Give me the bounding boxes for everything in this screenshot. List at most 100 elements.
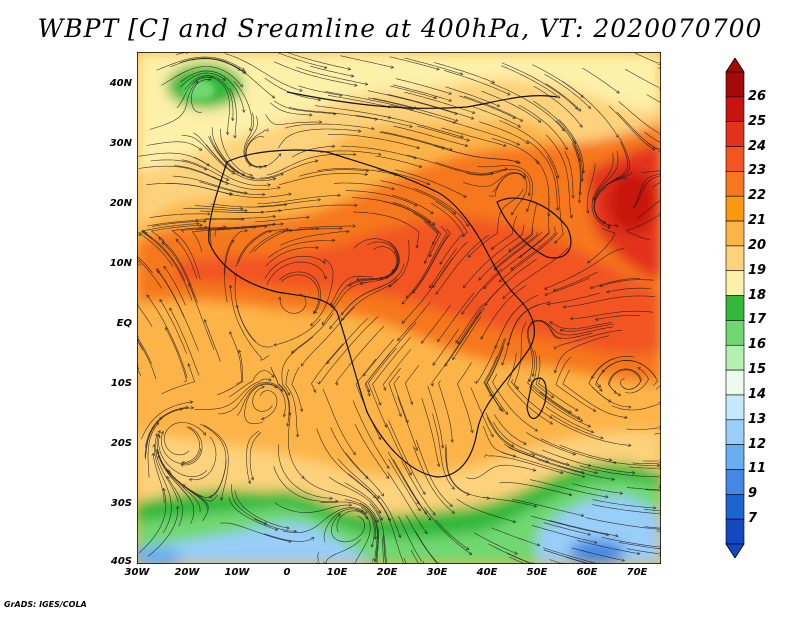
streamline <box>141 223 200 239</box>
cold-pool-south-west <box>137 547 182 564</box>
streamline-arrow <box>309 113 313 117</box>
lon-label-30e: 30E <box>426 567 448 578</box>
streamline <box>330 275 374 306</box>
colorbar-label: 20 <box>748 237 767 253</box>
streamline <box>421 398 440 467</box>
streamline <box>527 320 562 377</box>
streamline <box>274 502 352 513</box>
streamline <box>144 232 186 282</box>
streamline <box>209 223 284 246</box>
streamline-arrow <box>534 428 539 432</box>
streamline-arrow <box>378 402 382 406</box>
streamline-arrow <box>334 381 338 386</box>
streamline <box>655 384 661 390</box>
streamline <box>606 287 652 293</box>
streamline-arrow <box>203 167 208 171</box>
streamline-arrow <box>280 222 284 226</box>
streamline <box>644 509 661 511</box>
streamline-arrow <box>272 214 277 219</box>
streamline-arrow <box>658 426 661 430</box>
coastline-africa <box>208 149 536 478</box>
streamline-arrow <box>324 65 328 69</box>
streamline-arrow <box>408 472 412 476</box>
streamline <box>530 452 598 474</box>
streamline <box>224 53 303 92</box>
coastline-madagascar <box>526 377 547 419</box>
streamline-arrow <box>636 551 641 556</box>
streamline-arrow <box>199 223 203 227</box>
streamline <box>401 235 449 305</box>
streamline <box>457 362 473 433</box>
streamline <box>281 336 314 396</box>
streamline <box>641 170 661 173</box>
streamline <box>564 151 574 199</box>
streamline <box>246 430 260 484</box>
streamline-arrow <box>284 203 288 207</box>
streamline <box>191 226 257 252</box>
colorbar-segment <box>725 369 745 396</box>
streamline-arrow <box>594 540 598 544</box>
streamline-arrow <box>416 145 421 150</box>
streamline <box>393 125 468 147</box>
streamline-arrow <box>228 192 233 196</box>
colorbar-segment <box>725 518 745 545</box>
streamline <box>506 553 531 564</box>
colorbar-segment <box>725 96 745 122</box>
streamline-arrow <box>352 224 356 228</box>
streamline <box>547 292 601 305</box>
streamline-arrow <box>518 254 523 258</box>
streamline-arrow <box>576 415 581 419</box>
streamline <box>531 525 597 543</box>
streamline <box>491 138 539 165</box>
streamline <box>291 313 334 354</box>
streamline <box>654 433 661 435</box>
streamline <box>590 278 641 289</box>
streamline-arrow <box>594 470 599 475</box>
streamline-arrow <box>353 152 357 157</box>
streamline <box>288 106 378 120</box>
streamline <box>445 444 490 499</box>
streamline <box>398 515 423 562</box>
streamline-arrow <box>512 519 517 524</box>
streamline <box>352 400 390 469</box>
lat-label-40n: 40N <box>109 78 132 89</box>
streamline-arrow <box>568 492 573 497</box>
streamline <box>491 527 540 546</box>
streamline-arrow <box>299 408 304 413</box>
streamline <box>145 407 194 460</box>
streamline-arrow <box>581 470 585 474</box>
streamline <box>257 195 341 204</box>
colorbar-segment <box>725 270 745 296</box>
streamline-arrow <box>486 496 491 500</box>
streamline <box>413 212 439 245</box>
streamline-arrow <box>225 177 230 181</box>
streamline <box>355 115 413 128</box>
streamline <box>483 229 550 289</box>
streamline <box>336 510 368 533</box>
streamline <box>298 85 343 96</box>
streamline <box>137 234 141 237</box>
streamline-arrow <box>572 452 577 456</box>
streamline <box>354 424 390 479</box>
streamline-arrow <box>566 462 570 466</box>
streamline <box>443 119 520 146</box>
streamline-arrow <box>244 191 248 195</box>
streamline-arrow <box>530 321 534 325</box>
streamline-arrow <box>162 487 166 492</box>
streamline-arrow <box>202 432 207 436</box>
streamline <box>405 515 438 564</box>
streamline-arrow <box>519 118 524 122</box>
colorbar-label: 9 <box>748 486 758 502</box>
streamline <box>194 378 272 410</box>
streamline <box>491 215 518 250</box>
streamline-arrow <box>278 209 282 213</box>
streamline <box>388 419 426 495</box>
streamline <box>540 438 617 464</box>
hotspot-core <box>608 172 656 232</box>
streamline <box>509 556 525 564</box>
streamline-arrow <box>465 546 470 551</box>
streamline-arrow <box>137 303 139 305</box>
streamline <box>626 548 659 554</box>
streamline-arrow <box>375 519 379 524</box>
streamline <box>545 406 594 433</box>
